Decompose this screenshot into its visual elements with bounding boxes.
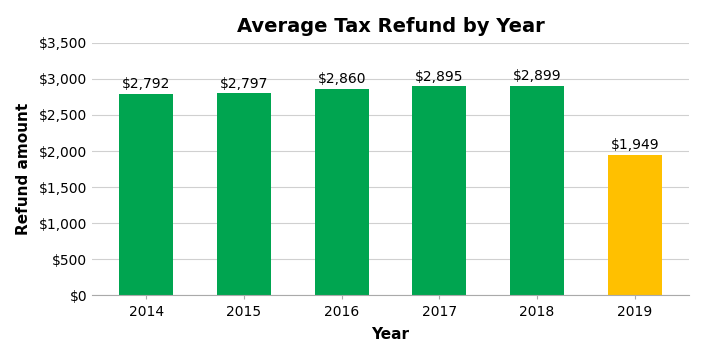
Bar [413,87,466,295]
Text: $1,949: $1,949 [611,138,659,152]
Bar [315,89,368,295]
X-axis label: Year: Year [371,327,410,342]
Bar [608,155,662,295]
Bar [119,94,173,295]
Text: $2,792: $2,792 [122,77,170,91]
Text: $2,860: $2,860 [317,72,366,86]
Bar [217,94,271,295]
Title: Average Tax Refund by Year: Average Tax Refund by Year [236,17,545,36]
Text: $2,797: $2,797 [220,77,268,90]
Bar [510,86,564,295]
Text: $2,899: $2,899 [513,69,562,83]
Y-axis label: Refund amount: Refund amount [16,103,31,235]
Text: $2,895: $2,895 [415,69,464,84]
